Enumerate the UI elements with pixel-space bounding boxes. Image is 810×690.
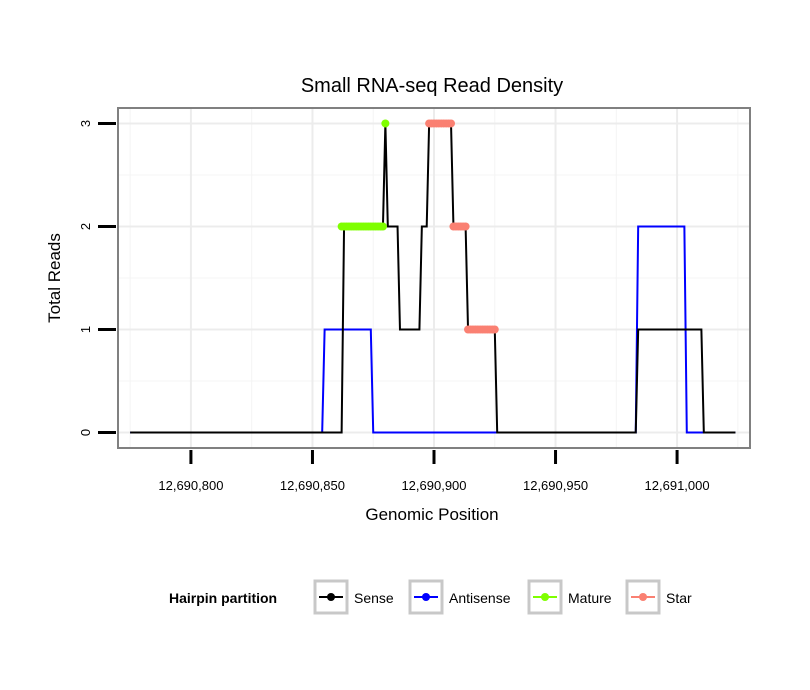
grid-layer [118, 108, 750, 448]
y-axis-title: Total Reads [45, 233, 64, 323]
series-point-star [461, 222, 470, 231]
x-tick-label: 12,690,850 [280, 478, 345, 493]
x-tick-label: 12,690,900 [401, 478, 466, 493]
series-point-star [447, 119, 456, 128]
axis-layer: 12,690,800 12,690,850 12,690,900 12,690,950… [78, 120, 710, 493]
legend-key-point [639, 593, 647, 601]
x-tick-label: 12,690,800 [158, 478, 223, 493]
legend-key-point [327, 593, 335, 601]
chart-title: Small RNA-seq Read Density [301, 75, 563, 97]
legend-key-point [541, 593, 549, 601]
series-point-mature [378, 222, 387, 231]
series-point-mature [381, 119, 390, 128]
y-tick-label: 0 [78, 429, 93, 436]
legend-label-mature: Mature [568, 590, 612, 606]
y-tick-label: 3 [78, 120, 93, 127]
y-tick-label: 1 [78, 326, 93, 333]
legend: Hairpin partition Sense Antisense Mature St… [169, 579, 692, 615]
y-tick-label: 2 [78, 223, 93, 230]
legend-label-antisense: Antisense [449, 590, 511, 606]
plot-border [117, 107, 751, 449]
legend-label-sense: Sense [354, 590, 394, 606]
legend-title: Hairpin partition [169, 590, 277, 606]
x-tick-label: 12,691,000 [645, 478, 710, 493]
x-tick-label: 12,690,950 [523, 478, 588, 493]
legend-label-star: Star [666, 590, 692, 606]
x-axis-title: Genomic Position [365, 505, 498, 524]
series-point-star [490, 325, 499, 334]
series-layer [130, 119, 736, 434]
legend-key-point [422, 593, 430, 601]
